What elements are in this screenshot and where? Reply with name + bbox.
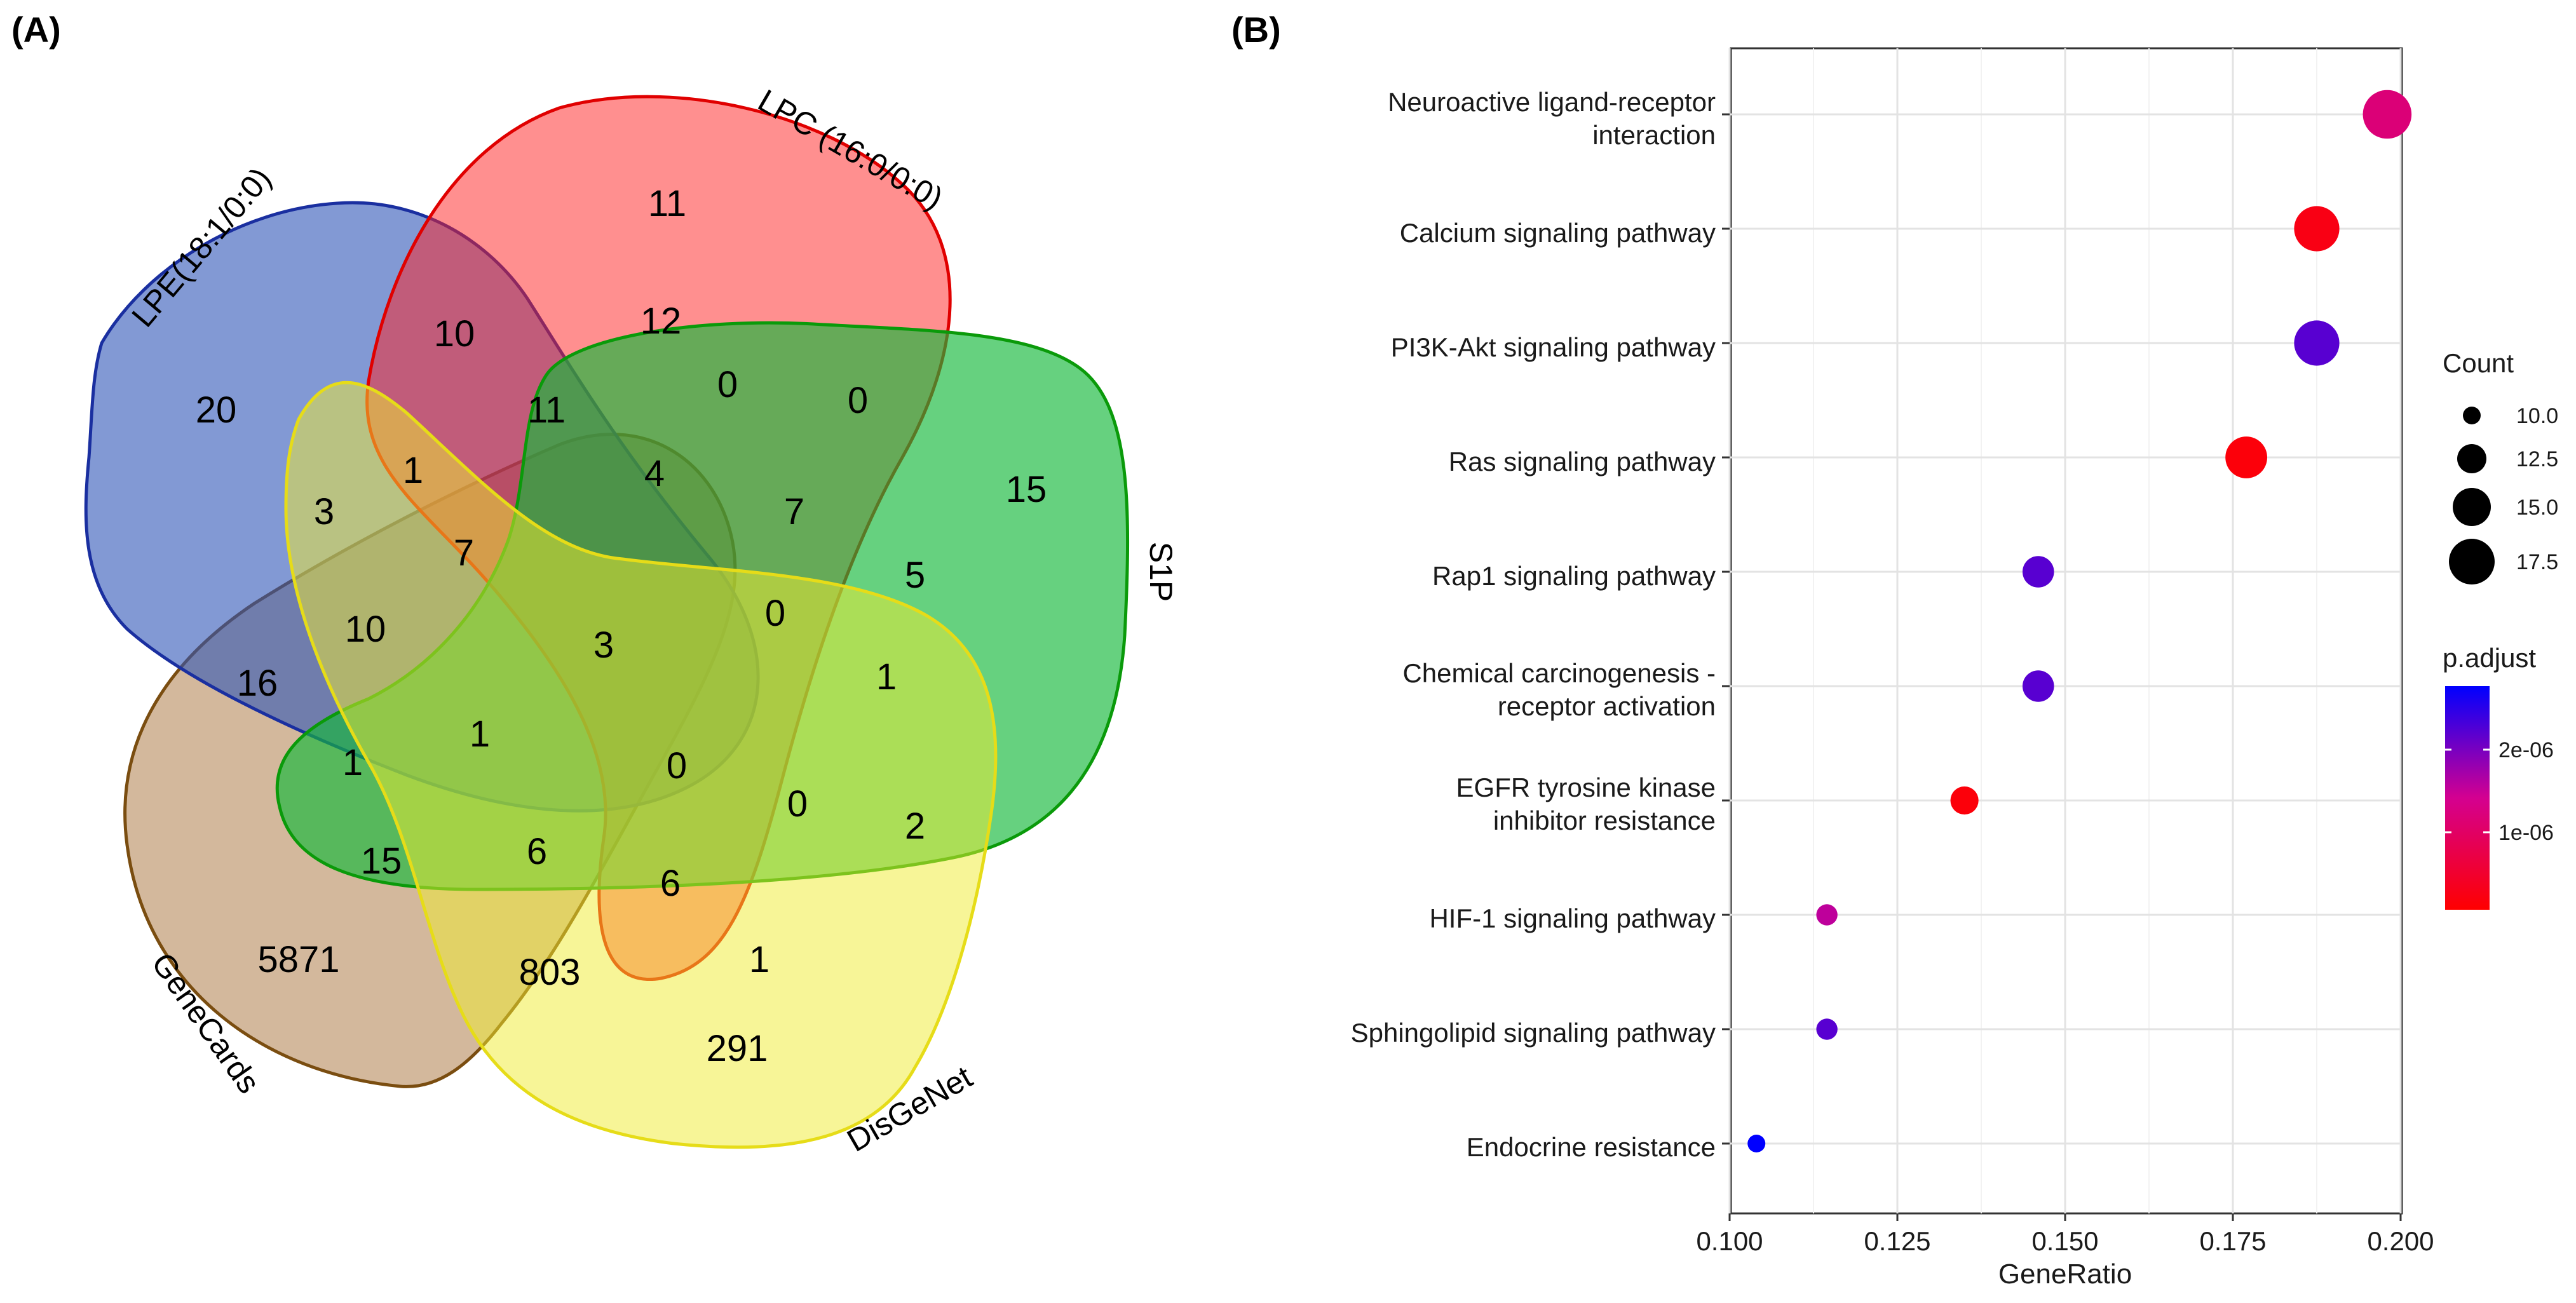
venn-region-count: 20 <box>196 389 237 431</box>
size-legend-label: 12.5 <box>2516 447 2558 471</box>
venn-diagram: LPE(18:1/0:0) LPC (16:0/0:0) S1P DisGeNe… <box>84 83 1179 1159</box>
x-tick-label: 0.175 <box>2199 1226 2266 1256</box>
venn-region-count: 0 <box>667 745 687 787</box>
y-tick-label: PI3K-Akt signaling pathway <box>1391 332 1716 362</box>
panel-a-label: (A) <box>11 10 61 50</box>
color-legend-title: p.adjust <box>2443 643 2536 673</box>
dot-point <box>2294 320 2340 366</box>
color-legend-label: 1e-06 <box>2498 821 2554 845</box>
size-legend-dot <box>2449 539 2495 584</box>
venn-region-count: 0 <box>765 593 785 634</box>
venn-region-count: 1 <box>876 656 897 698</box>
size-legend: Count 10.0 12.5 15.0 17.5 <box>2443 348 2558 584</box>
dot-point <box>2294 206 2340 252</box>
x-tick-label: 0.150 <box>2031 1226 2098 1256</box>
venn-region-count: 3 <box>593 624 614 666</box>
venn-region-count: 5 <box>905 555 925 596</box>
dot-point <box>1816 1018 1838 1040</box>
venn-region-count: 1 <box>749 939 769 980</box>
venn-region-count: 1 <box>403 450 423 491</box>
size-legend-title: Count <box>2443 348 2514 378</box>
venn-region-count: 291 <box>707 1028 768 1069</box>
venn-region-count: 5871 <box>257 939 339 980</box>
dot-point <box>1747 1135 1766 1152</box>
venn-region-count: 10 <box>345 609 386 650</box>
venn-region-count: 11 <box>527 389 566 431</box>
venn-region-count: 1 <box>470 713 490 755</box>
size-legend-dot <box>2457 444 2486 473</box>
size-legend-label: 15.0 <box>2516 496 2558 520</box>
y-tick-label: Endocrine resistance <box>1467 1132 1716 1162</box>
size-legend-dot <box>2463 407 2481 424</box>
y-tick-label: Ras signaling pathway <box>1449 447 1716 476</box>
venn-region-count: 11 <box>648 183 686 224</box>
size-legend-dot <box>2453 488 2491 526</box>
dot-point <box>1816 904 1838 926</box>
x-axis-title: GeneRatio <box>1998 1259 2132 1290</box>
dot-point <box>2225 436 2268 478</box>
venn-region-count: 803 <box>519 952 581 993</box>
dot-point <box>2022 670 2054 702</box>
dot-point <box>1950 786 1979 815</box>
x-tick-label: 0.100 <box>1696 1226 1763 1256</box>
venn-set-disgenet <box>284 381 998 1149</box>
venn-region-count: 10 <box>434 313 475 354</box>
venn-region-count: 16 <box>237 663 278 704</box>
color-legend-bar <box>2445 686 2490 910</box>
color-legend: p.adjust 2e-06 1e-06 <box>2443 643 2554 910</box>
y-tick-label: Rap1 signaling pathway <box>1432 561 1716 591</box>
venn-region-count: 7 <box>454 532 474 574</box>
y-tick-label: Calcium signaling pathway <box>1400 218 1716 248</box>
venn-region-count: 6 <box>527 831 547 872</box>
color-legend-label: 2e-06 <box>2498 738 2554 762</box>
venn-region-count: 0 <box>848 380 868 421</box>
y-tick-label: HIF-1 signaling pathway <box>1429 903 1716 933</box>
venn-region-count: 3 <box>314 491 334 532</box>
size-legend-label: 17.5 <box>2516 550 2558 574</box>
y-tick-label: EGFR tyrosine kinase inhibitor resistance <box>1456 773 1716 835</box>
dot-plot: Neuroactive ligand-receptor interaction C… <box>1351 47 2558 1290</box>
panel-b-label: (B) <box>1231 10 1281 50</box>
venn-region-count: 0 <box>787 783 808 825</box>
size-legend-label: 10.0 <box>2516 404 2558 428</box>
venn-region-count: 1 <box>342 742 363 783</box>
venn-region-count: 0 <box>717 364 738 405</box>
venn-region-count: 2 <box>905 806 925 847</box>
venn-region-count: 6 <box>660 863 681 904</box>
x-axis-ticks <box>1728 1213 2402 1221</box>
plot-panel <box>1730 47 2403 1215</box>
y-axis-ticks <box>1722 113 1730 1145</box>
x-tick-label: 0.125 <box>1864 1226 1930 1256</box>
venn-region-count: 15 <box>361 841 402 882</box>
venn-region-count: 12 <box>641 300 682 342</box>
y-tick-label: Chemical carcinogenesis -receptor activa… <box>1402 658 1716 721</box>
dot-point <box>2362 90 2412 139</box>
venn-set-label-s1p: S1P <box>1143 542 1179 602</box>
x-tick-label: 0.200 <box>2367 1226 2434 1256</box>
dot-point <box>2022 556 2054 588</box>
points <box>1747 90 2412 1152</box>
y-tick-label: Neuroactive ligand-receptor interaction <box>1388 87 1716 150</box>
venn-region-count: 4 <box>644 453 665 494</box>
venn-region-count: 7 <box>784 491 804 532</box>
y-tick-label: Sphingolipid signaling pathway <box>1351 1018 1716 1048</box>
venn-region-count: 15 <box>1006 469 1047 510</box>
